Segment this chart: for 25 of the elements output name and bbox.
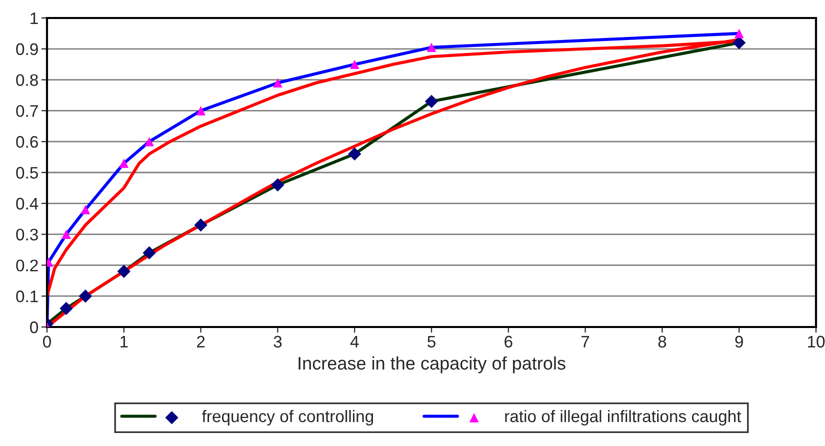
- y-tick-label: 0.6: [16, 136, 38, 148]
- y-tick-label: 1: [30, 12, 38, 24]
- x-tick-label: 3: [274, 336, 282, 348]
- y-tick-label: 0.9: [16, 43, 38, 56]
- y-tick-label: 0.1: [16, 290, 38, 302]
- legend-label: ratio of illegal infiltrations caught: [505, 410, 742, 426]
- y-tick-label: 0: [30, 321, 38, 334]
- x-tick-label: 8: [658, 336, 666, 348]
- legend-label: frequency of controlling: [202, 410, 374, 426]
- x-tick-label: 1: [120, 336, 128, 348]
- x-axis-title: Increase in the capacity of patrols: [298, 356, 566, 374]
- x-tick-label: 0: [43, 336, 51, 348]
- x-tick-label: 5: [428, 336, 436, 348]
- y-tick-label: 0.5: [16, 166, 38, 179]
- y-tick-label: 0.4: [16, 198, 38, 210]
- y-tick-label: 0.7: [16, 105, 38, 117]
- x-tick-label: 6: [504, 336, 512, 348]
- x-tick-label: 2: [197, 336, 205, 348]
- y-tick-label: 0.8: [16, 74, 38, 86]
- y-tick-label: 0.2: [16, 260, 38, 272]
- x-tick-label: 9: [735, 336, 743, 348]
- x-tick-label: 7: [582, 336, 590, 348]
- y-tick-label: 0.3: [16, 228, 38, 241]
- x-tick-label: 4: [350, 336, 359, 348]
- x-tick-label: 10: [808, 336, 825, 348]
